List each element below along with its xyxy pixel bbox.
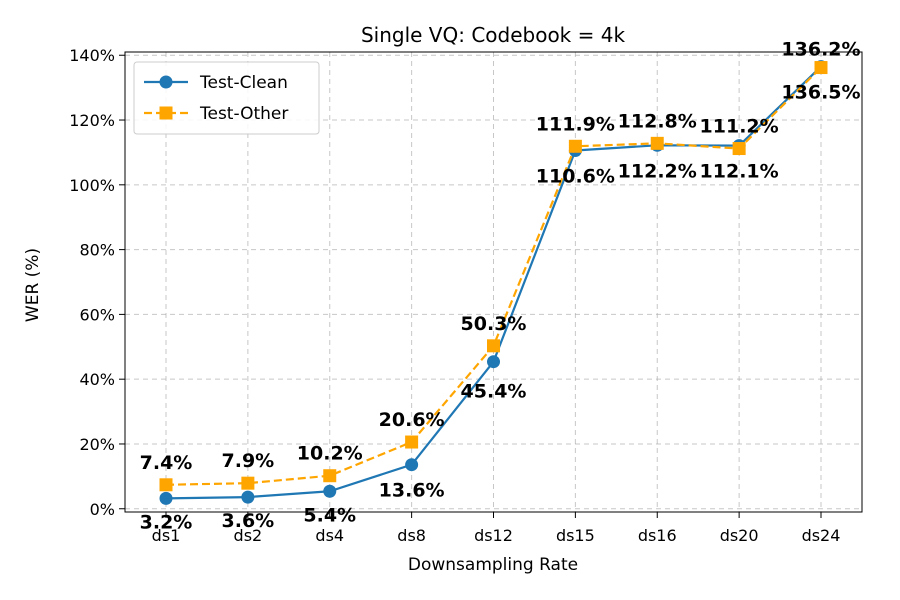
x-tick-label: ds24 [802, 526, 841, 545]
square-marker [732, 142, 746, 156]
data-label-test-clean: 136.5% [781, 82, 860, 104]
data-label-test-other: 111.2% [700, 116, 779, 138]
legend-box [133, 61, 320, 135]
data-label-test-clean: 3.6% [222, 510, 275, 532]
legend-label: Test-Other [199, 104, 288, 124]
square-marker [323, 469, 337, 483]
y-axis-label: WER (%) [23, 248, 43, 322]
x-axis-label: Downsampling Rate [408, 555, 578, 575]
circle-marker [159, 491, 173, 505]
data-label-test-other: 7.4% [140, 452, 193, 474]
data-label-test-other: 20.6% [379, 409, 445, 431]
series-test-other [159, 61, 828, 492]
data-label-test-other: 10.2% [297, 443, 363, 465]
square-marker [487, 339, 500, 353]
data-label-test-other: 136.2% [781, 39, 860, 61]
x-tick-label: ds12 [474, 526, 513, 545]
grid [125, 52, 862, 512]
data-label-test-clean: 13.6% [379, 480, 445, 502]
series-layer [159, 60, 828, 505]
circle-marker [487, 355, 500, 369]
legend-circle-marker [159, 75, 173, 89]
x-tick-label: ds15 [556, 526, 595, 545]
x-tick-label: ds8 [397, 526, 426, 545]
x-tick-label: ds1 [152, 526, 181, 545]
x-tick-label: ds20 [720, 526, 759, 545]
y-tick-label: 40% [79, 370, 115, 389]
square-marker [814, 61, 828, 75]
legend-label: Test-Clean [199, 73, 288, 93]
square-marker [241, 476, 255, 490]
legend: Test-Clean Test-Other [133, 61, 320, 135]
data-label-test-other: 50.3% [461, 313, 527, 335]
data-label-test-clean: 110.6% [536, 165, 615, 187]
square-marker [159, 478, 173, 492]
y-tick-label: 120% [69, 111, 115, 130]
y-tick-label: 60% [79, 305, 115, 324]
data-label-test-clean: 112.2% [618, 160, 697, 182]
data-label-test-other: 111.9% [536, 113, 615, 135]
data-label-test-other: 112.8% [618, 110, 697, 132]
x-tick-label: ds16 [638, 526, 677, 545]
square-marker [568, 139, 582, 153]
x-tick-label: ds2 [234, 526, 263, 545]
data-label-test-clean: 112.1% [700, 161, 779, 183]
square-marker [650, 136, 664, 150]
y-tick-label: 140% [69, 46, 115, 65]
circle-marker [241, 490, 255, 504]
y-tick-label: 0% [90, 500, 115, 519]
data-label-test-clean: 3.2% [140, 511, 193, 533]
y-tick-label: 80% [79, 241, 115, 260]
data-label-test-other: 7.9% [222, 450, 275, 472]
square-marker [405, 435, 419, 449]
axis-ticks: 0% 20% 40% 60% 80% 100% 120% 140% ds1 ds2 ds4 ds8 ds… [69, 46, 840, 545]
y-tick-label: 100% [69, 176, 115, 195]
x-tick-label: ds4 [315, 526, 344, 545]
circle-marker [405, 458, 419, 472]
chart-title: Single VQ: Codebook = 4k [361, 23, 626, 47]
legend-square-marker [159, 106, 173, 120]
y-tick-label: 20% [79, 435, 115, 454]
data-label-test-clean: 45.4% [461, 381, 527, 403]
circle-marker [323, 484, 337, 498]
